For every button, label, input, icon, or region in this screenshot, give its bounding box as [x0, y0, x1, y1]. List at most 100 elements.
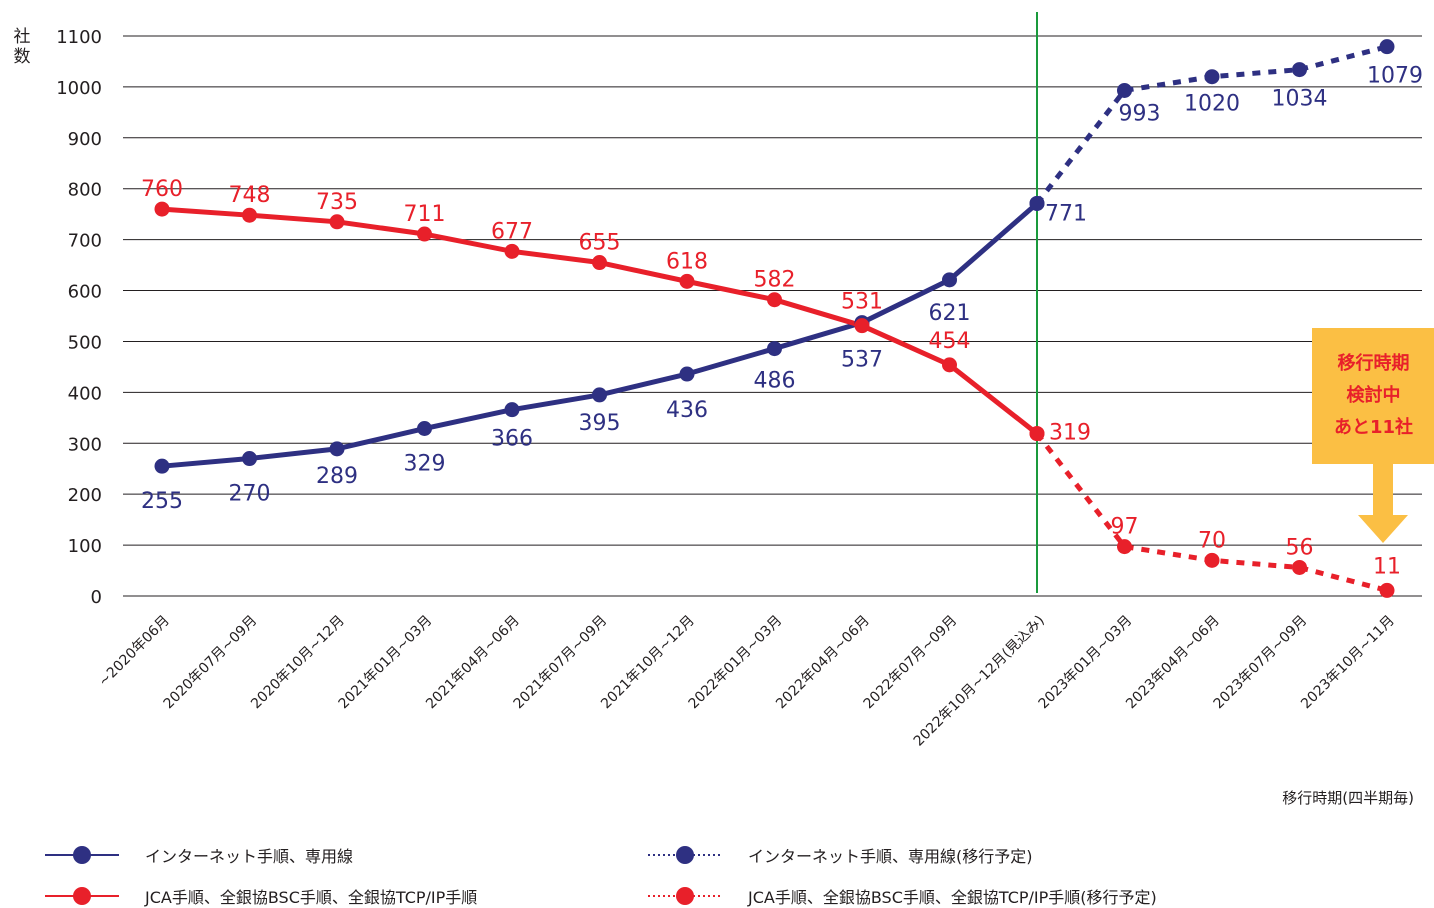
data-label-blue: 289	[316, 464, 358, 489]
legend-label-jca: JCA手順、全銀協BSC手順、全銀協TCP/IP手順	[145, 888, 478, 907]
y-tick-label: 900	[68, 129, 102, 150]
data-label-blue: 771	[1045, 201, 1087, 226]
x-tick-label: 2022年04月~06月	[773, 613, 873, 713]
x-axis-ticks: ~2020年06月2020年07月~09月2020年10月~12月2021年01…	[96, 613, 1398, 750]
y-tick-label: 700	[68, 231, 102, 252]
data-label-blue: 366	[491, 427, 533, 452]
data-point	[1292, 559, 1307, 575]
data-label-blue: 537	[841, 348, 883, 373]
data-point	[942, 357, 957, 373]
callout-box: 移行時期 検討中 あと11社	[1312, 328, 1434, 464]
y-tick-label: 200	[68, 485, 102, 506]
data-label-red: 97	[1111, 515, 1139, 540]
legend-swatch-dotted-red	[648, 887, 722, 905]
y-tick-label: 800	[68, 180, 102, 201]
data-label-blue: 255	[141, 489, 183, 514]
data-point	[767, 292, 782, 308]
callout-line-1: 移行時期	[1337, 353, 1410, 374]
legend-swatch-solid-blue	[45, 846, 119, 864]
data-point	[154, 458, 170, 474]
data-point	[504, 402, 520, 418]
data-point	[417, 421, 432, 437]
x-tick-label: 2023年10月~11月	[1298, 613, 1398, 713]
y-tick-label: 0	[91, 587, 102, 608]
y-axis-label-1: 社	[14, 27, 31, 47]
y-tick-label: 400	[68, 383, 102, 404]
data-point	[1029, 426, 1045, 442]
legend-item-internet: インターネット手順、専用線	[45, 843, 353, 867]
data-point	[1117, 539, 1132, 555]
x-tick-label: 2021年01月~03月	[336, 613, 436, 713]
data-label-blue: 270	[229, 482, 271, 507]
legend-swatch-dotted-blue	[648, 846, 722, 864]
legend-item-jca-planned: JCA手順、全銀協BSC手順、全銀協TCP/IP手順(移行予定)	[648, 884, 1157, 908]
data-label-red: 56	[1286, 535, 1314, 560]
data-label-blue: 329	[404, 452, 446, 477]
data-point	[1117, 82, 1132, 98]
x-tick-label: 2022年07月~09月	[861, 613, 961, 713]
data-point	[1292, 62, 1307, 78]
y-tick-label: 600	[68, 282, 102, 303]
legend-label-internet-planned: インターネット手順、専用線(移行予定)	[748, 847, 1033, 866]
x-tick-label: 2023年07月~09月	[1211, 613, 1311, 713]
data-label-red: 454	[929, 329, 971, 354]
y-tick-label: 100	[68, 536, 102, 557]
data-points	[154, 39, 1395, 598]
y-tick-label: 1100	[56, 27, 102, 48]
data-point	[942, 272, 957, 288]
data-point	[1204, 552, 1220, 568]
data-label-red: 760	[141, 177, 183, 202]
data-label-red: 11	[1373, 554, 1401, 579]
data-point	[1379, 39, 1395, 55]
data-point	[1379, 582, 1395, 598]
data-label-red: 655	[579, 231, 621, 256]
y-axis-label-2: 数	[14, 47, 31, 67]
callout-line-2: 検討中	[1346, 385, 1401, 406]
data-point	[592, 255, 607, 271]
data-point	[417, 226, 432, 242]
y-axis-ticks: 0 100 200 300 400 500 600 700 800 900 1000 1100	[56, 27, 102, 608]
data-label-red: 618	[666, 249, 708, 274]
y-tick-label: 500	[68, 332, 102, 353]
data-label-blue: 621	[929, 301, 971, 326]
x-tick-label: ~2020年06月	[96, 613, 173, 690]
x-tick-label: 2023年01月~03月	[1036, 613, 1136, 713]
grid-lines	[123, 35, 1422, 597]
data-point	[592, 387, 607, 403]
x-tick-label: 2021年04月~06月	[423, 613, 523, 713]
data-label-red: 319	[1049, 421, 1091, 446]
line-chart: 0 100 200 300 400 500 600 700 800 900 1000 1100 社 数…	[14, 12, 1423, 807]
x-tick-label: 2021年07月~09月	[511, 613, 611, 713]
x-axis-title: 移行時期(四半期毎)	[1282, 789, 1414, 807]
legend-label-jca-planned: JCA手順、全銀協BSC手順、全銀協TCP/IP手順(移行予定)	[748, 888, 1157, 907]
data-point	[504, 243, 520, 259]
data-point	[329, 214, 345, 230]
data-point	[679, 273, 695, 289]
data-label-blue: 993	[1119, 101, 1161, 126]
x-tick-label: 2021年10月~12月	[598, 613, 698, 713]
data-label-red: 748	[229, 183, 271, 208]
data-point	[242, 207, 257, 223]
x-tick-label: 2022年01月~03月	[686, 613, 786, 713]
callout-line-3: あと11社	[1333, 417, 1414, 438]
x-tick-label: 2020年10月~12月	[248, 613, 348, 713]
y-tick-label: 1000	[56, 78, 102, 99]
data-point	[854, 318, 870, 334]
data-point	[154, 201, 170, 217]
data-point	[767, 341, 782, 357]
data-point	[679, 366, 695, 382]
legend-item-internet-planned: インターネット手順、専用線(移行予定)	[648, 843, 1033, 867]
series-lines	[161, 44, 1388, 593]
data-label-blue: 1034	[1272, 87, 1328, 112]
data-label-red: 711	[404, 202, 446, 227]
data-label-blue: 1020	[1184, 92, 1240, 117]
data-label-blue: 395	[579, 411, 621, 436]
data-label-red: 735	[316, 190, 358, 215]
data-label-red: 531	[841, 290, 883, 315]
legend-item-jca: JCA手順、全銀協BSC手順、全銀協TCP/IP手順	[45, 884, 477, 908]
data-label-red: 70	[1198, 528, 1226, 553]
data-point	[242, 451, 257, 467]
x-tick-label: 2020年07月~09月	[161, 613, 261, 713]
data-label-blue: 486	[754, 369, 796, 394]
data-label-red: 582	[754, 268, 796, 293]
